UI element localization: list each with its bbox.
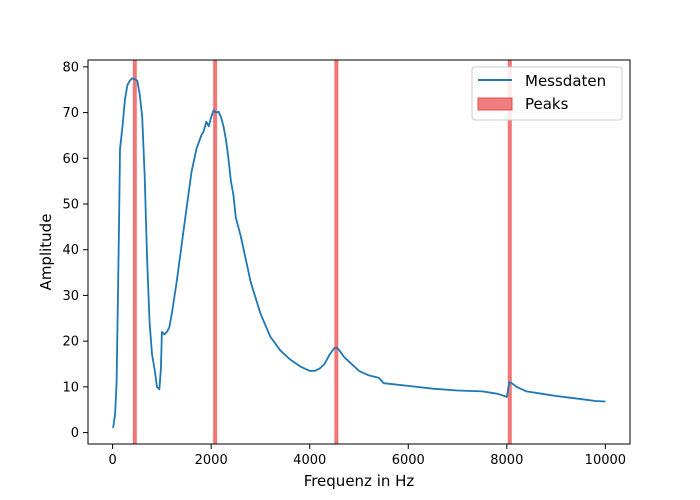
peak-band	[132, 60, 137, 444]
y-axis: 0 10 20 30 40 50 60 70 80	[62, 60, 88, 441]
legend: Messdaten Peaks	[471, 66, 623, 121]
y-tick-label: 70	[62, 106, 79, 121]
peaks-layer	[132, 60, 512, 444]
y-tick-label: 60	[62, 152, 79, 167]
y-tick-label: 20	[62, 335, 79, 350]
y-tick-label: 40	[62, 243, 79, 258]
x-tick-label: 8000	[490, 453, 523, 468]
legend-peaks-swatch	[477, 97, 513, 111]
legend-label-peaks: Peaks	[525, 95, 569, 113]
peak-band	[507, 60, 512, 444]
y-tick-label: 10	[62, 380, 79, 395]
series-layer	[112, 77, 606, 429]
x-tick-label: 4000	[293, 453, 326, 468]
y-tick-label: 30	[62, 289, 79, 304]
series-line-messdaten	[112, 77, 606, 429]
x-axis: 0 2000 4000 6000 8000 10000	[108, 444, 626, 468]
x-tick-label: 10000	[585, 453, 626, 468]
peak-band	[334, 60, 339, 444]
y-tick-label: 0	[71, 426, 79, 441]
x-tick-label: 0	[108, 453, 116, 468]
x-tick-label: 2000	[195, 453, 228, 468]
x-tick-label: 6000	[392, 453, 425, 468]
legend-label-messdaten: Messdaten	[525, 72, 606, 90]
y-axis-label: Amplitude	[37, 214, 55, 291]
peak-band	[213, 60, 218, 444]
plot-frame	[87, 59, 631, 445]
y-tick-label: 50	[62, 198, 79, 213]
x-axis-label: Frequenz in Hz	[304, 472, 415, 490]
y-tick-label: 80	[62, 60, 79, 75]
